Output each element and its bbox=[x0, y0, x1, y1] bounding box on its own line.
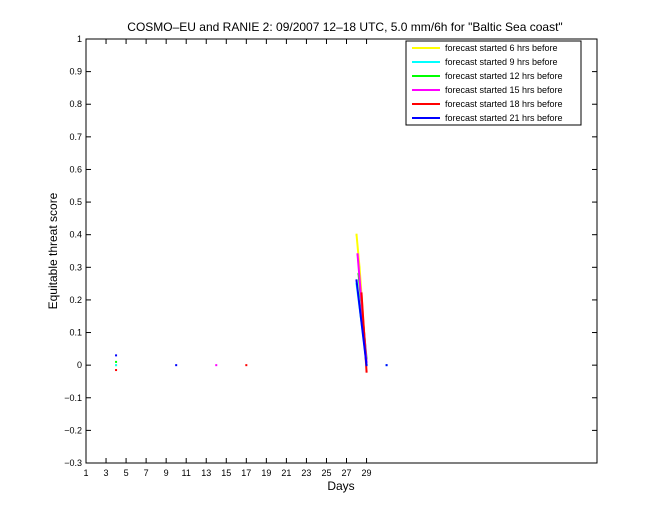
x-tick-label: 25 bbox=[321, 468, 331, 478]
y-tick-label: −0.3 bbox=[64, 458, 82, 468]
legend-label: forecast started 12 hrs before bbox=[445, 71, 563, 81]
y-tick-label: 0.9 bbox=[69, 67, 82, 77]
data-point bbox=[360, 292, 363, 295]
y-tick-label: 0.6 bbox=[69, 164, 82, 174]
data-point bbox=[175, 364, 178, 367]
data-point bbox=[115, 360, 118, 363]
x-tick-label: 7 bbox=[144, 468, 149, 478]
data-point bbox=[215, 364, 218, 367]
chart-title: COSMO–EU and RANIE 2: 09/2007 12–18 UTC,… bbox=[127, 20, 562, 34]
data-point bbox=[245, 364, 248, 367]
y-tick-label: 0.4 bbox=[69, 230, 82, 240]
y-tick-label: 0.8 bbox=[69, 99, 82, 109]
y-axis: −0.3 −0.2 −0.1 0 0.1 0.2 0.3 0.4 0.5 0.6 0.7 0.8 0.9… bbox=[64, 34, 597, 468]
legend-label: forecast started 15 hrs before bbox=[445, 85, 563, 95]
y-tick-label: −0.2 bbox=[64, 425, 82, 435]
legend-label: forecast started 18 hrs before bbox=[445, 99, 563, 109]
x-tick-label: 27 bbox=[342, 468, 352, 478]
x-tick-label: 1 bbox=[83, 468, 88, 478]
x-tick-label: 3 bbox=[104, 468, 109, 478]
x-tick-label: 15 bbox=[221, 468, 231, 478]
data-point bbox=[355, 233, 358, 236]
y-tick-label: 0.3 bbox=[69, 262, 82, 272]
legend: forecast started 6 hrs before forecast st… bbox=[405, 40, 582, 126]
y-tick-label: 0.5 bbox=[69, 197, 82, 207]
legend-box bbox=[405, 40, 582, 126]
x-axis: 1 3 5 7 9 11 13 15 17 19 21 23 25 27 29 bbox=[83, 39, 372, 478]
x-axis-title: Days bbox=[327, 479, 354, 493]
data-point bbox=[365, 370, 368, 373]
series-layer bbox=[115, 233, 388, 373]
y-tick-label: 0.1 bbox=[69, 328, 82, 338]
x-tick-label: 11 bbox=[182, 468, 191, 478]
data-point bbox=[115, 364, 118, 367]
y-tick-label: 0 bbox=[77, 360, 82, 370]
data-point bbox=[115, 369, 118, 372]
x-tick-label: 17 bbox=[241, 468, 251, 478]
data-point bbox=[385, 364, 388, 367]
y-tick-label: 0.2 bbox=[69, 295, 82, 305]
legend-label: forecast started 21 hrs before bbox=[445, 113, 563, 123]
x-tick-label: 13 bbox=[201, 468, 211, 478]
legend-label: forecast started 6 hrs before bbox=[445, 43, 558, 53]
series-segment bbox=[355, 280, 368, 366]
x-tick-label: 5 bbox=[124, 468, 129, 478]
y-tick-label: −0.1 bbox=[64, 393, 82, 403]
x-tick-label: 19 bbox=[261, 468, 271, 478]
data-point bbox=[365, 364, 368, 367]
x-tick-label: 21 bbox=[281, 468, 291, 478]
data-point bbox=[115, 354, 118, 357]
y-axis-title: Equitable threat score bbox=[46, 192, 60, 309]
x-tick-label: 23 bbox=[301, 468, 311, 478]
legend-label: forecast started 9 hrs before bbox=[445, 57, 558, 67]
x-tick-label: 29 bbox=[362, 468, 372, 478]
y-tick-label: 0.7 bbox=[69, 132, 82, 142]
y-tick-label: 1 bbox=[77, 34, 82, 44]
data-point bbox=[355, 279, 358, 282]
x-tick-label: 9 bbox=[164, 468, 169, 478]
data-point bbox=[356, 253, 359, 256]
